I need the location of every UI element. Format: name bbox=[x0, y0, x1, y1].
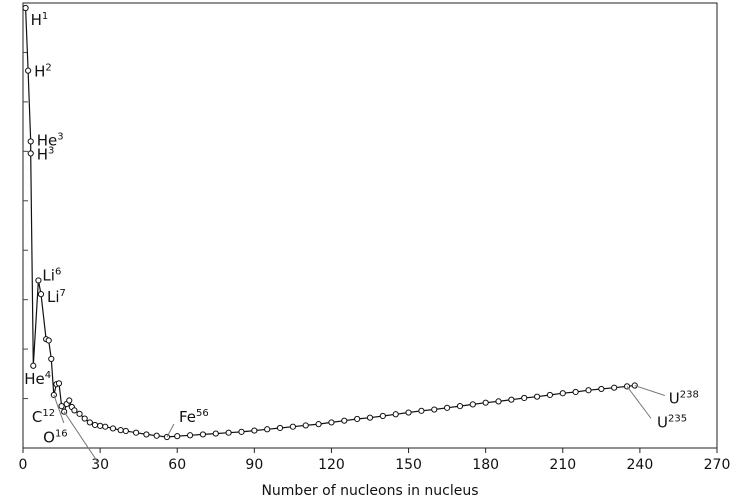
data-point bbox=[559, 390, 566, 397]
data-point bbox=[495, 398, 502, 405]
data-point bbox=[611, 384, 618, 391]
data-point bbox=[58, 403, 65, 410]
data-point bbox=[117, 427, 124, 434]
data-point bbox=[354, 415, 361, 423]
x-tick-label: 90 bbox=[245, 457, 263, 473]
isotope-label: Li6 bbox=[42, 266, 61, 284]
x-axis-ticks: 0 30 60 90 120 150 180 210 240 270 bbox=[19, 448, 731, 473]
isotope-label: C12 bbox=[32, 408, 55, 426]
x-tick-label: 240 bbox=[627, 457, 654, 473]
data-point bbox=[418, 407, 425, 414]
data-point bbox=[572, 388, 579, 396]
data-point bbox=[30, 362, 37, 369]
data-point bbox=[25, 67, 32, 74]
data-point bbox=[482, 399, 489, 406]
isotope-label: He3 bbox=[37, 131, 64, 149]
annotation-leader bbox=[626, 386, 652, 419]
data-point bbox=[264, 426, 271, 433]
data-point bbox=[122, 427, 129, 435]
isotope-label: Li7 bbox=[47, 288, 66, 306]
data-point bbox=[55, 380, 63, 387]
data-point bbox=[585, 387, 592, 394]
isotope-label: Fe56 bbox=[179, 408, 209, 426]
isotope-label: H3 bbox=[37, 145, 55, 163]
data-point bbox=[186, 432, 194, 439]
data-point bbox=[315, 421, 322, 428]
data-point bbox=[392, 411, 399, 418]
data-point bbox=[289, 423, 296, 430]
data-point bbox=[212, 430, 219, 437]
data-point bbox=[225, 429, 232, 436]
annotation-leader bbox=[634, 385, 665, 396]
data-point bbox=[341, 417, 348, 424]
data-point bbox=[48, 355, 55, 363]
annotation-leader bbox=[166, 423, 175, 438]
data-point bbox=[238, 428, 245, 435]
data-point bbox=[469, 401, 476, 408]
data-point bbox=[328, 419, 335, 426]
x-tick-label: 180 bbox=[472, 457, 499, 473]
x-tick-label: 0 bbox=[19, 457, 28, 473]
x-tick-label: 150 bbox=[395, 457, 422, 473]
x-tick-label: 120 bbox=[318, 457, 345, 473]
data-point bbox=[302, 422, 309, 429]
data-point bbox=[366, 414, 374, 421]
data-point bbox=[521, 394, 528, 402]
isotope-label: H1 bbox=[31, 11, 49, 29]
data-point bbox=[76, 410, 83, 417]
x-axis-title: Number of nucleons in nucleus bbox=[261, 483, 478, 499]
plot-frame bbox=[22, 2, 718, 449]
data-point bbox=[66, 397, 73, 404]
data-point bbox=[97, 422, 104, 429]
x-tick-label: 60 bbox=[168, 457, 186, 473]
data-point bbox=[174, 433, 181, 440]
data-point bbox=[109, 425, 117, 432]
isotope-label: H2 bbox=[34, 63, 52, 81]
data-point bbox=[598, 385, 605, 393]
isotope-label: U238 bbox=[669, 390, 699, 408]
series-layer bbox=[22, 4, 638, 441]
data-point bbox=[91, 421, 99, 429]
data-point bbox=[27, 138, 34, 145]
series-line bbox=[25, 7, 635, 438]
x-tick-label: 30 bbox=[91, 457, 109, 473]
data-point bbox=[45, 337, 52, 344]
data-point bbox=[143, 431, 150, 438]
isotope-label: O16 bbox=[43, 429, 68, 447]
data-point bbox=[27, 150, 34, 157]
isotope-label: U235 bbox=[657, 413, 687, 431]
data-point bbox=[22, 4, 29, 12]
data-point bbox=[132, 429, 140, 436]
isotope-label: He4 bbox=[24, 370, 51, 388]
y-axis-ticks bbox=[23, 51, 28, 400]
data-point bbox=[431, 406, 438, 413]
data-point bbox=[86, 419, 93, 426]
annotation-leader bbox=[63, 411, 99, 463]
data-point bbox=[251, 427, 258, 434]
data-point bbox=[533, 393, 541, 400]
data-point bbox=[379, 412, 386, 420]
data-point bbox=[81, 415, 88, 422]
data-point bbox=[153, 432, 160, 439]
data-point bbox=[71, 407, 78, 414]
data-point bbox=[37, 291, 45, 298]
data-point bbox=[405, 409, 412, 416]
data-point bbox=[276, 424, 284, 432]
data-point bbox=[444, 404, 451, 411]
data-point bbox=[508, 396, 515, 403]
annotation-leader bbox=[53, 394, 65, 424]
x-tick-label: 210 bbox=[549, 457, 576, 473]
data-point bbox=[102, 423, 109, 430]
data-point bbox=[546, 391, 554, 399]
data-point bbox=[456, 403, 464, 410]
data-point bbox=[199, 431, 207, 438]
x-tick-label: 270 bbox=[704, 457, 731, 473]
data-point bbox=[35, 277, 42, 284]
